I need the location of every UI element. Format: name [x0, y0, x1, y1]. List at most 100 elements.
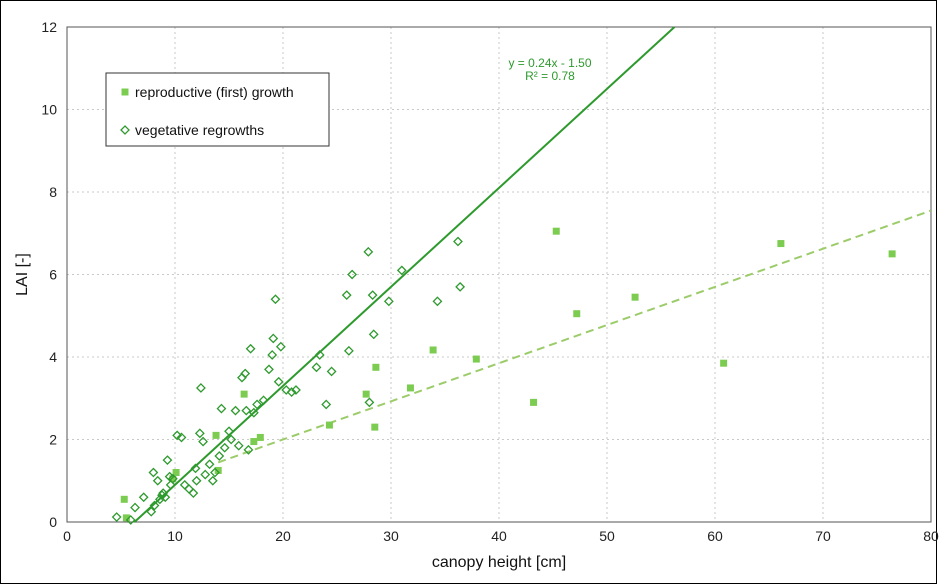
x-axis-label: canopy height [cm]	[432, 554, 566, 571]
reproductive-point	[172, 469, 180, 476]
y-axis-ticks: 0 2 4 6 8 10 12	[41, 19, 57, 530]
vegetative-point	[216, 403, 227, 414]
trendlines	[133, 26, 932, 523]
reproductive-point	[552, 227, 560, 235]
vegetative-point	[286, 387, 297, 397]
reproductive-point	[169, 475, 177, 483]
vegetative-point	[321, 399, 332, 410]
reproductive-point	[256, 433, 264, 441]
vegetative-point	[368, 329, 379, 340]
reproductive-point	[472, 355, 480, 363]
vegetative-point	[214, 451, 225, 461]
vegetative-point	[291, 385, 301, 395]
vegetative-point	[453, 236, 463, 247]
x-tick-label: 40	[491, 528, 507, 544]
vegetative-point	[341, 290, 352, 301]
vegetative-point	[432, 296, 443, 307]
vegetative-point	[311, 362, 322, 373]
vegetative-point	[184, 484, 194, 494]
vegetative-point	[252, 399, 262, 410]
vegetative-point	[194, 428, 205, 439]
vegetative-point	[190, 463, 201, 474]
x-tick-label: 50	[599, 528, 615, 544]
vegetative-point	[233, 440, 244, 451]
x-axis-ticks: 0 10 20 30 40 50 60 70 80	[63, 528, 939, 544]
vegetative-point	[207, 475, 218, 486]
vegetative-point	[347, 269, 358, 280]
vegetative-point	[176, 432, 187, 443]
vegetative-point	[219, 442, 230, 453]
x-tick-label: 60	[707, 528, 723, 544]
y-tick-label: 10	[41, 102, 57, 118]
vegetative-point	[111, 512, 122, 522]
reproductive-point	[372, 363, 380, 371]
vegetative-point	[245, 343, 256, 354]
vegetative-point	[367, 290, 378, 301]
x-tick-label: 80	[923, 528, 939, 544]
reproductive-point	[240, 390, 248, 398]
vegetative-point	[268, 333, 279, 344]
reproductive-point	[429, 346, 437, 354]
vegetative-point	[146, 506, 157, 517]
vegetative-point	[270, 294, 281, 305]
vegetative-point	[364, 397, 375, 408]
vegetative-point	[224, 426, 234, 437]
vegetative-point	[226, 434, 237, 445]
reproductive-point	[777, 240, 785, 248]
vegetative-point	[130, 502, 140, 513]
vegetative-point	[383, 296, 394, 307]
y-tick-label: 12	[41, 19, 57, 35]
vegetative-point	[165, 479, 176, 490]
reproductive-point	[362, 390, 370, 398]
trend-equation: y = 0.24x - 1.50	[508, 56, 591, 70]
vegetative-point	[241, 405, 252, 416]
x-tick-label: 30	[383, 528, 399, 544]
vegetative-point	[179, 479, 190, 490]
vegetative-point	[125, 515, 136, 525]
reproductive-point	[888, 250, 896, 258]
vegetative-point	[200, 469, 211, 480]
reproductive-point	[573, 310, 581, 318]
vegetative-point	[188, 488, 199, 499]
vegetative-point	[191, 475, 202, 486]
x-tick-label: 70	[815, 528, 831, 544]
vegetative-point	[275, 341, 286, 352]
vegetative-point	[198, 436, 208, 447]
plot-area-border	[66, 26, 932, 523]
y-axis-label: LAI [-]	[14, 253, 31, 296]
vegetative-point	[363, 246, 374, 257]
legend-marker-square	[121, 88, 129, 96]
legend-marker-vegetative	[120, 125, 130, 135]
legend-marker-diamond	[120, 125, 130, 135]
reproductive-point	[250, 438, 258, 446]
reproductive-point	[406, 384, 414, 392]
vegetative-point	[230, 405, 241, 416]
vegetative-point	[314, 350, 325, 360]
vegetative-point	[152, 475, 163, 486]
x-tick-label: 0	[63, 528, 71, 544]
vegetative-point	[264, 364, 274, 375]
reproductive-point	[214, 466, 222, 474]
reproductive-point	[212, 431, 220, 439]
reproductive-point	[720, 359, 728, 367]
reproductive-point	[631, 293, 639, 301]
x-tick-label: 10	[167, 528, 183, 544]
reproductive-point	[325, 421, 333, 429]
legend: reproductive (first) growth vegetative r…	[105, 72, 330, 147]
legend-box	[105, 72, 330, 147]
vegetative-point	[148, 467, 159, 478]
reproductive-point	[530, 398, 538, 406]
y-tick-label: 4	[49, 349, 57, 365]
vegetative-point	[149, 500, 160, 511]
trendline-reproductive	[217, 209, 932, 464]
y-tick-label: 2	[49, 432, 57, 448]
vegetative-point	[162, 455, 173, 466]
vegetative-point	[172, 430, 183, 441]
legend-label-reproductive: reproductive (first) growth	[135, 84, 294, 100]
vegetative-point	[167, 473, 178, 484]
x-tick-label: 20	[275, 528, 291, 544]
y-tick-label: 8	[49, 184, 57, 200]
legend-marker-reproductive	[121, 88, 129, 96]
